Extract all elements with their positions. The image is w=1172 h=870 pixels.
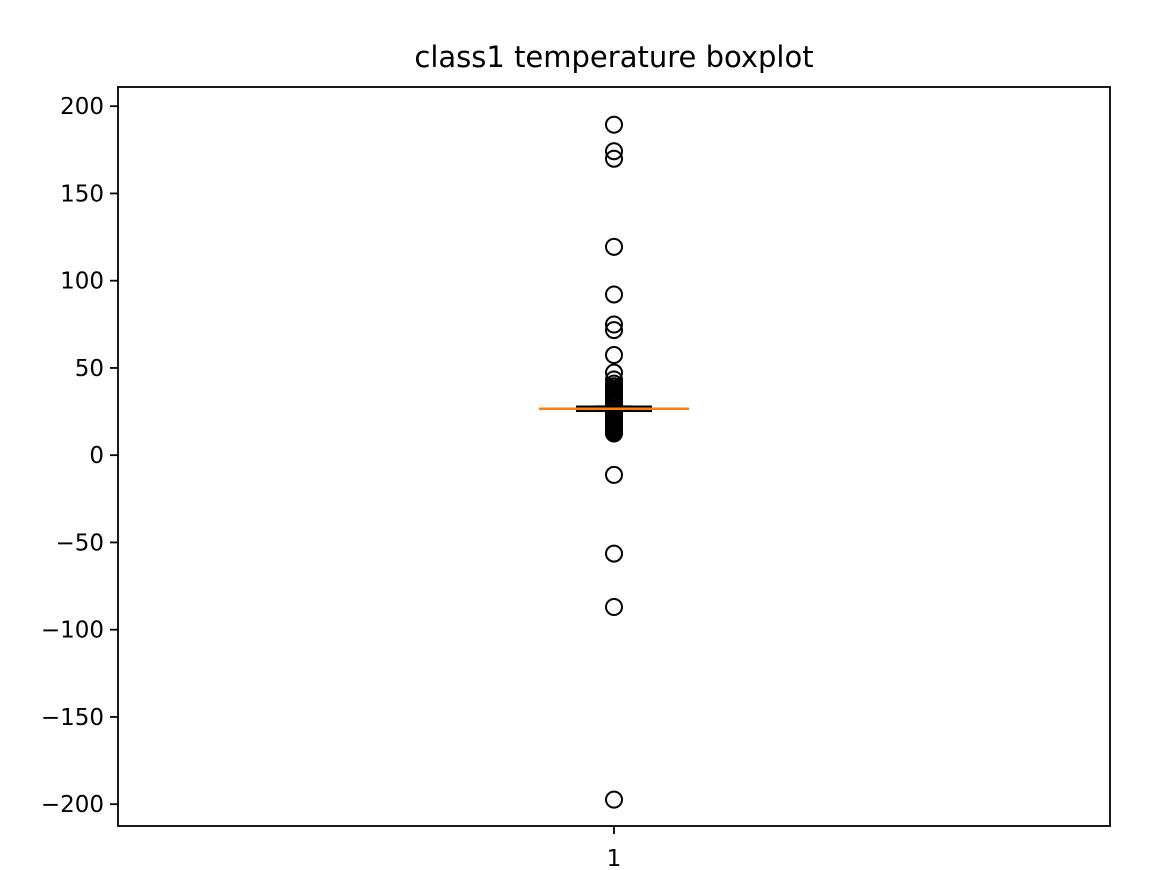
y-tick-label: −200: [41, 792, 104, 818]
flier-point: [605, 424, 623, 443]
y-tick-label: −50: [55, 530, 104, 556]
y-tick-label: −150: [41, 705, 104, 731]
y-tick-label: 200: [60, 94, 104, 120]
y-tick-label: 0: [89, 443, 104, 469]
flier-point: [605, 598, 623, 617]
flier-point: [605, 285, 623, 304]
y-tick-label: 150: [60, 181, 104, 207]
flier-point: [605, 142, 623, 161]
flier-point: [605, 465, 623, 484]
flier-point: [605, 115, 623, 134]
x-tick-label: 1: [607, 846, 622, 870]
flier-point: [605, 321, 623, 340]
plot-frame: [117, 86, 1111, 827]
flier-point: [605, 790, 623, 809]
axis-layer: 200 150 100 50 0 −50 −100 −150 −200 1: [41, 86, 1111, 870]
flier-point: [605, 315, 623, 334]
flier-point: [605, 149, 623, 168]
y-tick-label: 100: [60, 269, 104, 295]
flier-point: [605, 346, 623, 365]
plot-layer: [539, 115, 689, 809]
chart-title: class1 temperature boxplot: [414, 40, 814, 74]
flier-point: [605, 544, 623, 563]
y-tick-label: −100: [41, 618, 104, 644]
flier-point: [605, 237, 623, 256]
y-tick-label: 50: [75, 356, 104, 382]
